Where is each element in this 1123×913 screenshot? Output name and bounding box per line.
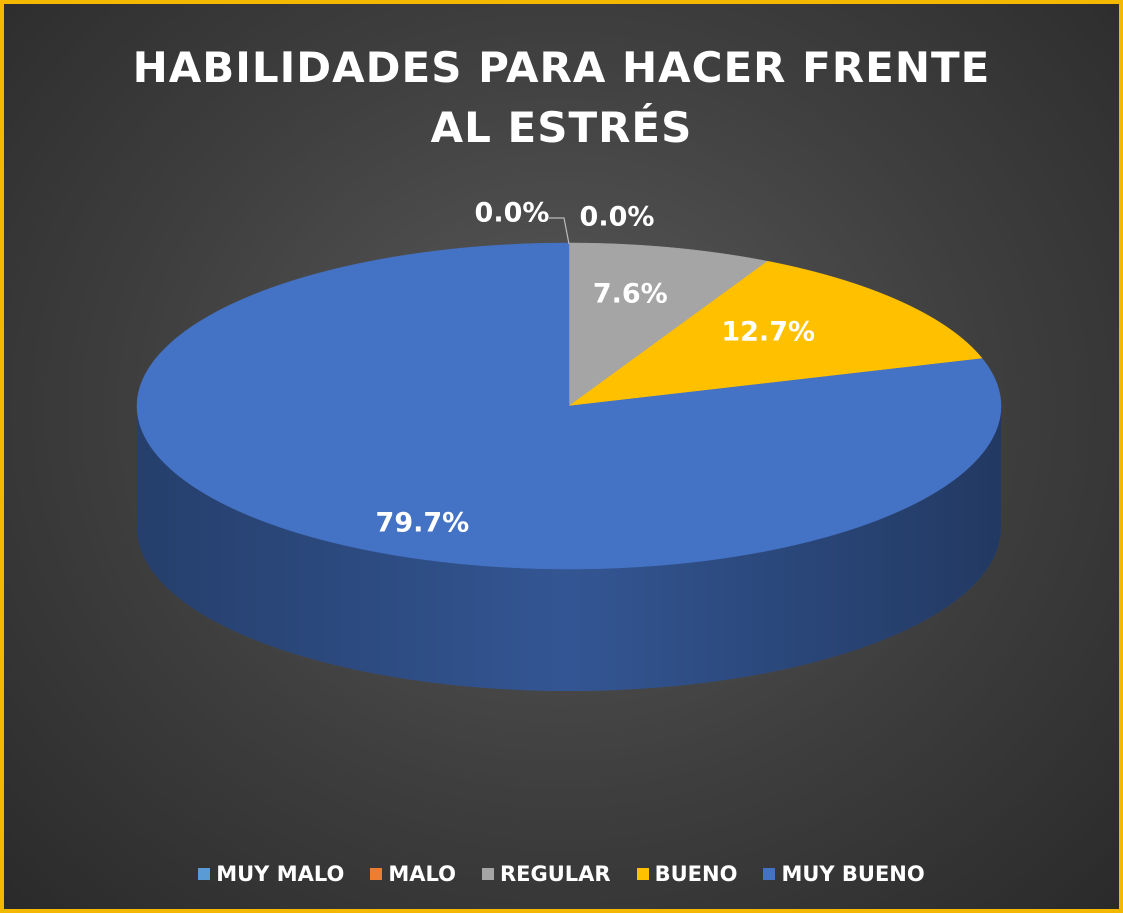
legend-label: BUENO [654, 862, 738, 886]
data-label: 79.7% [376, 507, 470, 538]
legend-swatch [636, 868, 649, 880]
data-label: 7.6% [593, 279, 668, 310]
legend-item: BUENO [636, 862, 738, 886]
legend-swatch [481, 868, 494, 880]
slice [136, 242, 1002, 570]
legend-swatch [370, 868, 383, 880]
leader-line [549, 217, 570, 245]
legend-item: REGULAR [481, 862, 611, 886]
legend-label: REGULAR [499, 862, 611, 886]
legend-label: MUY BUENO [781, 862, 925, 886]
legend-item: MALO [370, 862, 456, 886]
data-label: 0.0% [475, 198, 550, 229]
chart-title: HABILIDADES PARA HACER FRENTE AL ESTRÉS [132, 43, 991, 152]
slice-side-shade [137, 406, 1001, 691]
legend: MUY MALO MALO REGULAR BUENO MUY BUENO [4, 862, 1119, 886]
legend-label: MUY MALO [216, 862, 345, 886]
slice [568, 242, 769, 407]
data-label: 12.7% [721, 316, 815, 347]
slice [568, 260, 983, 407]
legend-item: MUY BUENO [763, 862, 925, 886]
data-label: 0.0% [580, 202, 655, 233]
legend-label: MALO [388, 862, 456, 886]
plot: 0.0% 0.0% 7.6% 12.7% 79.7% [136, 198, 1002, 691]
legend-swatch [198, 868, 211, 880]
legend-swatch [763, 868, 776, 880]
legend-item: MUY MALO [198, 862, 344, 886]
